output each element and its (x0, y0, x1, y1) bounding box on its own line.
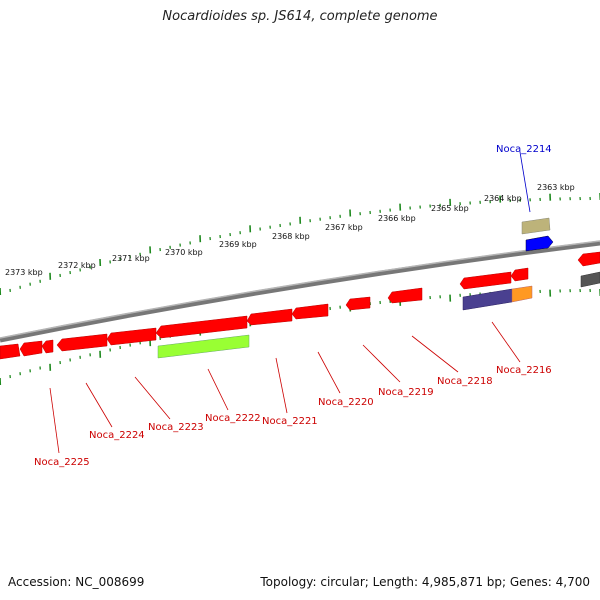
gene-arrow (106, 327, 157, 346)
leader-line (85, 382, 113, 428)
leader-line (275, 357, 288, 414)
gene-block (580, 271, 600, 288)
gene-labels: Noca_2214 Noca_2216 Noca_2218 Noca_2219 … (34, 144, 552, 468)
map-title: Nocardioides sp. JS614, complete genome (162, 9, 438, 24)
gene-block (521, 217, 551, 235)
leader-line (491, 321, 521, 363)
genome-backbone (0, 240, 600, 343)
kbp-label: 2368 kbp (272, 232, 310, 241)
gene-arrow (510, 267, 529, 282)
kbp-label: 2370 kbp (165, 248, 203, 257)
leader-line (362, 344, 401, 383)
gene-arrow (155, 315, 248, 339)
kbp-label: 2371 kbp (112, 254, 150, 263)
gene-arrow (56, 333, 108, 352)
kbp-label: 2373 kbp (5, 268, 43, 277)
topology-text: Topology: circular; Length: 4,985,871 bp… (260, 575, 590, 589)
gene-arrow (459, 271, 512, 290)
kbp-label: 2369 kbp (219, 240, 257, 249)
leader-line (49, 387, 60, 454)
gene-features (0, 217, 600, 360)
gene-label-noca-2220: Noca_2220 (318, 397, 374, 408)
gene-arrow (345, 296, 371, 311)
gene-block (462, 288, 513, 311)
gene-label-noca-2224: Noca_2224 (89, 430, 145, 441)
genome-backbone-highlight (0, 240, 600, 339)
leader-line (207, 368, 229, 411)
gene-block (511, 285, 533, 303)
leader-line (411, 335, 459, 373)
leader-line (134, 376, 171, 420)
gene-label-noca-2216: Noca_2216 (496, 365, 552, 376)
gene-block (157, 334, 250, 359)
leader-line (519, 151, 531, 213)
gene-label-noca-2218: Noca_2218 (437, 376, 493, 387)
kbp-label: 2363 kbp (537, 183, 575, 192)
gene-arrow (246, 308, 293, 326)
gene-arrow (577, 251, 600, 267)
kbp-label: 2365 kbp (431, 204, 469, 213)
gene-arrow (41, 339, 54, 354)
leader-line (317, 351, 341, 394)
kbp-label: 2366 kbp (378, 214, 416, 223)
gene-label-noca-2222: Noca_2222 (205, 413, 261, 424)
gene-label-noca-2223: Noca_2223 (148, 422, 204, 433)
kbp-label: 2364 kbp (484, 194, 522, 203)
gene-label-noca-2214: Noca_2214 (496, 144, 552, 155)
gene-label-noca-2225: Noca_2225 (34, 457, 90, 468)
kbp-label: 2372 kbp (58, 261, 96, 270)
kbp-scale: 2373 kbp 2372 kbp 2371 kbp 2370 kbp 2369… (5, 183, 575, 277)
kbp-label: 2367 kbp (325, 223, 363, 232)
gene-arrow (19, 340, 43, 357)
outer-tick-ring (0, 193, 600, 296)
accession-text: Accession: NC_008699 (8, 575, 145, 589)
gene-label-noca-2219: Noca_2219 (378, 387, 434, 398)
gene-arrow (291, 303, 329, 320)
gene-arrow (525, 235, 554, 252)
gene-arrow (0, 343, 21, 360)
gene-arrow (387, 287, 423, 304)
gene-label-noca-2221: Noca_2221 (262, 416, 318, 427)
label-leaders (49, 151, 531, 454)
